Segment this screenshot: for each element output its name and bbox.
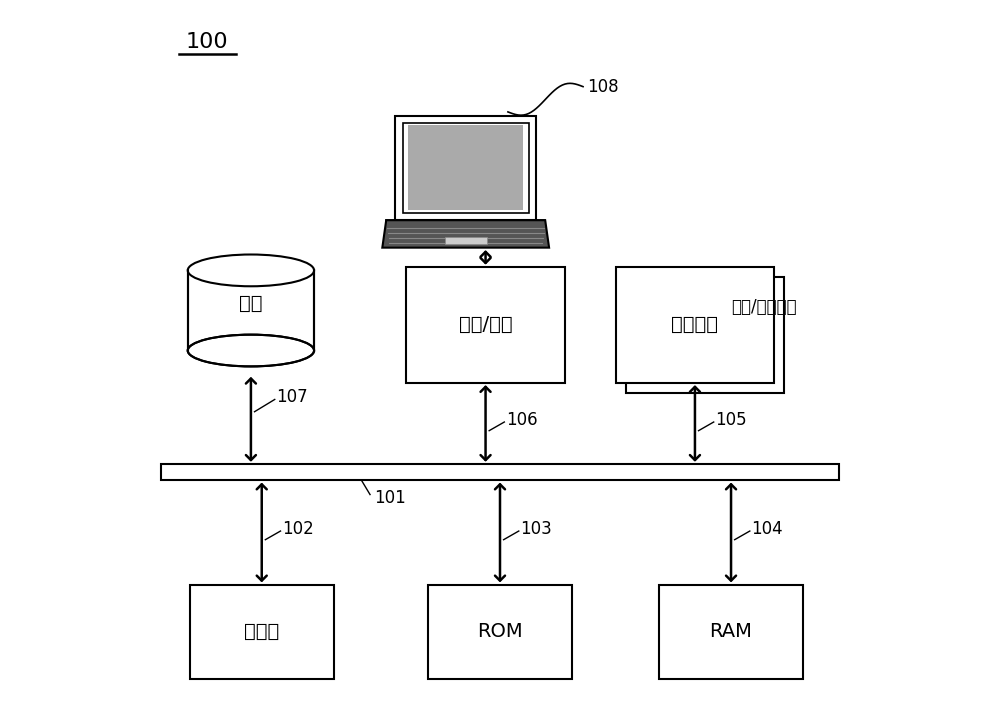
Text: 输入/输出: 输入/输出 [459,316,512,334]
Text: 硬盘: 硬盘 [239,294,263,313]
Ellipse shape [188,335,314,367]
Text: 102: 102 [282,520,314,538]
Text: ROM: ROM [477,622,523,641]
Text: 处理器: 处理器 [244,622,279,641]
Bar [659,585,803,679]
Bar [406,267,565,383]
Bar [403,123,529,213]
Ellipse shape [188,255,314,287]
Bar [428,585,572,679]
Text: 108: 108 [587,78,618,95]
Text: 104: 104 [751,520,783,538]
Bar [190,585,334,679]
Bar [408,125,523,210]
Text: RAM: RAM [710,622,752,641]
Text: 101: 101 [374,490,405,507]
Bar [161,464,839,480]
Polygon shape [382,220,549,248]
Text: 103: 103 [520,520,552,538]
Bar [395,116,536,220]
Bar [445,238,487,244]
Text: 输入/输出网络: 输入/输出网络 [731,298,797,316]
Bar [188,271,314,351]
Text: 107: 107 [276,388,308,406]
Bar [626,277,784,393]
Bar [188,335,313,352]
Text: 通信端口: 通信端口 [671,316,718,334]
Text: 106: 106 [506,411,537,429]
Text: 100: 100 [186,32,229,53]
Bar [616,267,774,383]
Text: 105: 105 [715,411,747,429]
